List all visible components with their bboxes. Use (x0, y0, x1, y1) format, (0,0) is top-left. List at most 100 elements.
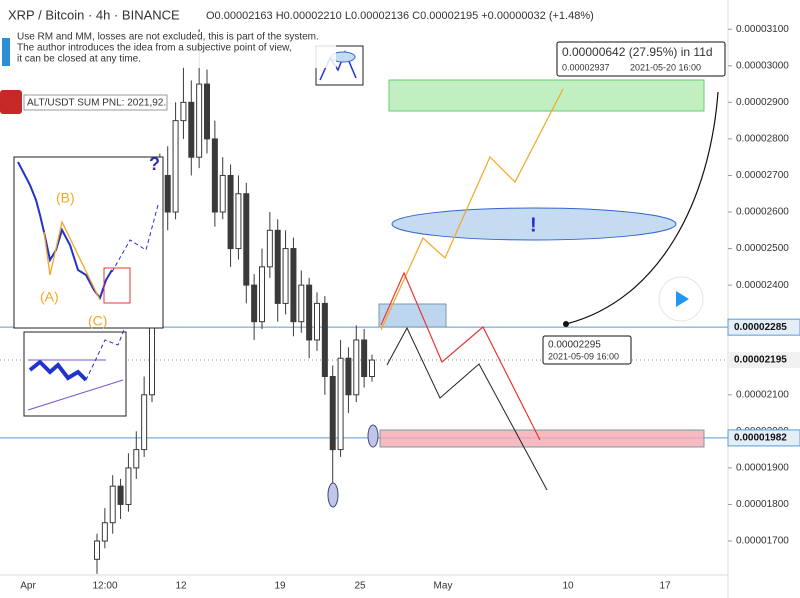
bear-path (380, 271, 541, 441)
entry-zone (378, 303, 447, 328)
x-tick-label: 25 (354, 581, 366, 592)
measure-price: 0.00002937 (562, 62, 610, 72)
x-tick-label: 17 (659, 581, 671, 592)
start-box (542, 335, 632, 365)
x-tick-label: Apr (20, 581, 36, 592)
inset-box (103, 267, 131, 304)
candle-body (353, 339, 360, 396)
y-tick-label: 0.00001700 (736, 536, 789, 547)
price-tag-label: 0.00002285 (734, 322, 787, 333)
price-tag-label: 0.00002195 (734, 355, 787, 366)
y-tick-label: 0.00003000 (736, 60, 789, 71)
candle-body (172, 120, 179, 213)
target-zone (388, 79, 705, 112)
candle-body (345, 357, 352, 396)
inset-projection (111, 204, 159, 273)
candle-body (298, 284, 305, 323)
alt-path (386, 326, 548, 491)
inset-wave (43, 220, 101, 301)
wave-label: (B) (56, 190, 75, 206)
y-tick-label: 0.00002600 (736, 207, 789, 218)
x-tick-label: 19 (274, 581, 286, 592)
candle-body (211, 138, 218, 213)
x-tick-label: 12:00 (92, 581, 117, 592)
y-tick-label: 0.00002700 (736, 170, 789, 181)
candle-body (251, 284, 258, 323)
inset-trend (27, 379, 124, 411)
inset-wave (28, 359, 88, 382)
bull-path (380, 88, 564, 331)
marker-ellipse (327, 482, 339, 508)
candle-body (204, 83, 210, 140)
key-ellipse (391, 207, 677, 241)
y-tick-label: 0.00002400 (736, 280, 789, 291)
pnl-text: ALT/USDT SUM PNL: 2021,92. (27, 98, 166, 109)
note-line: Use RM and MM, losses are not excluded, … (17, 32, 319, 43)
candle-body (141, 394, 148, 451)
candle-body (164, 174, 171, 213)
candle-body (321, 302, 328, 378)
y-tick-label: 0.00002800 (736, 134, 789, 145)
candle-body (235, 193, 242, 250)
note-line: it can be closed at any time. (17, 54, 141, 65)
candle-body (219, 174, 226, 213)
play-icon[interactable] (676, 291, 689, 307)
wave-label: ! (530, 214, 537, 236)
candle-body (188, 101, 195, 158)
candle-body (196, 83, 203, 158)
measure-curve (565, 91, 719, 325)
price-tag (727, 318, 800, 336)
candle-body (282, 248, 289, 304)
note-line: The author introduces the idea from a su… (17, 43, 292, 54)
measure-text: 0.00000642 (27.95%) in 11d (562, 45, 713, 59)
candle-body (125, 467, 132, 505)
candle-body (243, 193, 250, 286)
wave-label: ? (149, 154, 160, 174)
candle-body (329, 376, 336, 451)
x-tick-label: 10 (562, 581, 574, 592)
start-price: 0.00002295 (548, 340, 601, 351)
candle-body (101, 522, 108, 542)
candle-body (180, 101, 187, 122)
note-box (14, 32, 336, 68)
y-tick-label: 0.00003100 (736, 24, 789, 35)
pnl-box (23, 94, 168, 111)
x-tick-label: 12 (175, 581, 187, 592)
symbol-header: XRP / Bitcoin · 4h · BINANCE (8, 7, 180, 22)
candle-body (337, 357, 344, 451)
y-tick-label: 0.00001800 (736, 499, 789, 510)
inset-projection (85, 329, 125, 381)
candle-body (306, 284, 313, 341)
measure-box (556, 41, 726, 77)
measure-start (563, 321, 569, 327)
marker-ellipse (367, 424, 379, 448)
ohlc-text: O0.00002163 H0.00002210 L0.00002136 C0.0… (206, 10, 594, 22)
y-tick-label: 0.00002900 (736, 97, 789, 108)
candle-body (274, 229, 281, 304)
measure-date: 2021-05-20 16:00 (630, 62, 701, 72)
candle-body (314, 302, 320, 341)
wave-label: (C) (88, 313, 107, 329)
price-tag (727, 429, 800, 447)
candle-body (227, 174, 234, 250)
price-tag (728, 352, 800, 369)
candle-body (369, 359, 375, 378)
start-date: 2021-05-09 16:00 (548, 351, 619, 361)
x-tick-label: May (434, 581, 453, 592)
stop-zone (379, 429, 705, 448)
candle-body (259, 266, 265, 323)
candle-body (133, 449, 140, 469)
candle-body (109, 485, 116, 524)
y-tick-label: 0.00002100 (736, 389, 789, 400)
y-tick-label: 0.00002500 (736, 243, 789, 254)
note-marker (2, 38, 10, 66)
pnl-icon (0, 90, 22, 114)
wave-label: (A) (40, 289, 59, 305)
candle-body (290, 248, 297, 323)
price-tag-label: 0.00001982 (734, 433, 787, 444)
candle-body (266, 229, 273, 268)
y-tick-label: 0.00001900 (736, 463, 789, 474)
inset-box (13, 156, 164, 329)
